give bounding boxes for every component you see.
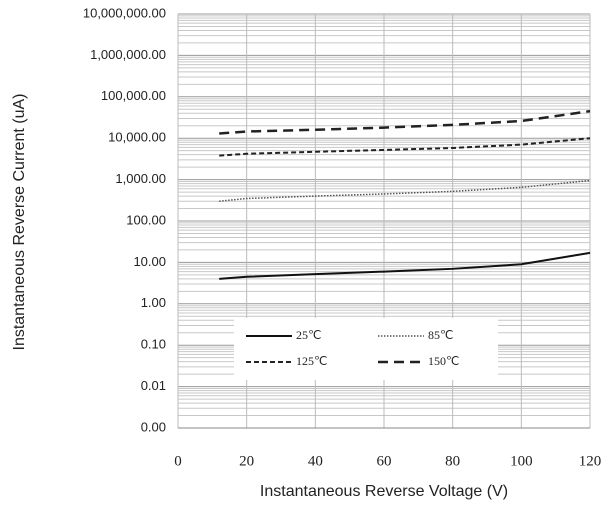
y-tick-label: 1.00 bbox=[141, 295, 166, 310]
legend-label: 150℃ bbox=[428, 354, 459, 368]
y-tick-label: 10,000,000.00 bbox=[83, 5, 166, 20]
y-tick-label: 1,000,000.00 bbox=[90, 47, 166, 62]
x-tick-label: 20 bbox=[239, 453, 254, 469]
y-tick-label: 10,000.00 bbox=[108, 130, 166, 145]
y-tick-label: 10.00 bbox=[133, 254, 166, 269]
legend-box bbox=[234, 318, 498, 380]
series-line bbox=[219, 109, 591, 135]
series-line bbox=[219, 179, 591, 202]
x-tick-label: 120 bbox=[579, 453, 602, 469]
x-tick-label: 60 bbox=[377, 453, 392, 469]
series-line bbox=[219, 137, 591, 157]
x-tick-label: 100 bbox=[510, 453, 533, 469]
y-tick-label: 0.01 bbox=[141, 378, 166, 393]
y-tick-label: 100,000.00 bbox=[101, 88, 166, 103]
x-tick-label: 0 bbox=[174, 453, 182, 469]
y-tick-label: 100.00 bbox=[126, 212, 166, 227]
y-tick-label: 0.00 bbox=[141, 419, 166, 434]
x-tick-label: 80 bbox=[445, 453, 460, 469]
series-line bbox=[219, 251, 591, 280]
legend-label: 125℃ bbox=[296, 354, 327, 368]
legend-label: 85℃ bbox=[428, 328, 453, 342]
y-axis-label: Instantaneous Reverse Current (uA) bbox=[11, 93, 28, 350]
x-tick-label: 40 bbox=[308, 453, 323, 469]
legend-label: 25℃ bbox=[296, 328, 321, 342]
x-axis-label: Instantaneous Reverse Voltage (V) bbox=[260, 483, 508, 500]
y-tick-label: 1,000.00 bbox=[115, 171, 166, 186]
y-tick-label: 0.10 bbox=[141, 337, 166, 352]
